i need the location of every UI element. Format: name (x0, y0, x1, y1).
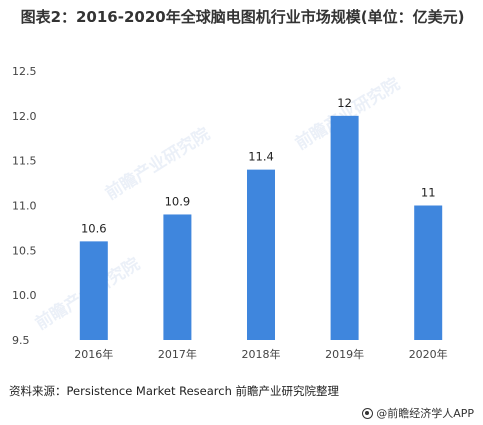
bar (79, 241, 108, 340)
x-axis: 2016年 2017年 2018年 2019年 2020年 (74, 347, 447, 361)
x-tick-label: 2016年 (74, 347, 113, 361)
chart-title: 图表2：2016-2020年全球脑电图机行业市场规模(单位：亿美元) (20, 8, 465, 26)
bar-value-label: 10.6 (81, 221, 107, 235)
x-tick-label: 2018年 (242, 347, 281, 361)
data-labels: 10.6 10.9 11.4 12 11 (81, 96, 436, 236)
x-tick-label: 2017年 (158, 347, 197, 361)
brand-logo-icon (362, 407, 374, 419)
x-tick-label: 2020年 (409, 347, 448, 361)
bar-value-label: 11.4 (248, 150, 274, 164)
y-tick-label: 11.0 (12, 200, 37, 213)
bar (414, 205, 443, 340)
y-tick-label: 11.5 (12, 155, 37, 168)
y-tick-label: 10.0 (12, 289, 37, 302)
bar-value-label: 11 (421, 186, 436, 200)
bar-value-label: 12 (337, 96, 352, 110)
watermark-text: 前瞻产业研究院 (102, 123, 214, 204)
y-tick-label: 9.5 (12, 334, 30, 347)
bar-series (79, 115, 443, 340)
source-note: 资料来源：Persistence Market Research 前瞻产业研究院… (9, 384, 340, 398)
x-tick-label: 2019年 (325, 347, 364, 361)
y-tick-label: 12.5 (12, 65, 37, 78)
brand-label: @前瞻经济学人APP (376, 407, 474, 420)
bar (163, 214, 192, 340)
y-tick-label: 12.0 (12, 110, 37, 123)
bar (247, 169, 275, 340)
y-tick-label: 10.5 (12, 244, 37, 257)
bar-value-label: 10.9 (165, 194, 191, 208)
y-axis: 9.5 10.0 10.5 11.0 11.5 12.0 12.5 (12, 65, 37, 347)
bar (330, 115, 359, 340)
brand-credit: @前瞻经济学人APP (362, 405, 474, 421)
